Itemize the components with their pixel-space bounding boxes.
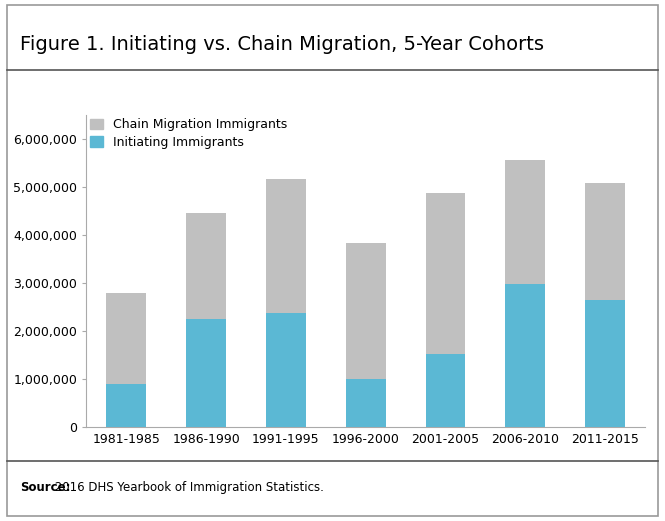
Legend: Chain Migration Immigrants, Initiating Immigrants: Chain Migration Immigrants, Initiating I… <box>86 115 291 153</box>
Bar <box>346 243 386 379</box>
Bar <box>186 319 226 427</box>
Bar <box>585 300 625 427</box>
Bar <box>505 160 545 284</box>
Bar <box>106 384 146 427</box>
Text: Source:: Source: <box>20 481 70 493</box>
Text: 2016 DHS Yearbook of Immigration Statistics.: 2016 DHS Yearbook of Immigration Statist… <box>51 481 323 493</box>
Text: Figure 1. Initiating vs. Chain Migration, 5-Year Cohorts: Figure 1. Initiating vs. Chain Migration… <box>20 35 544 54</box>
Bar <box>505 284 545 427</box>
Bar <box>585 183 625 300</box>
Bar <box>346 379 386 427</box>
Bar <box>266 179 306 313</box>
Bar <box>426 193 466 354</box>
Bar <box>106 293 146 384</box>
Bar <box>266 313 306 427</box>
Bar <box>426 354 466 427</box>
Bar <box>186 213 226 319</box>
